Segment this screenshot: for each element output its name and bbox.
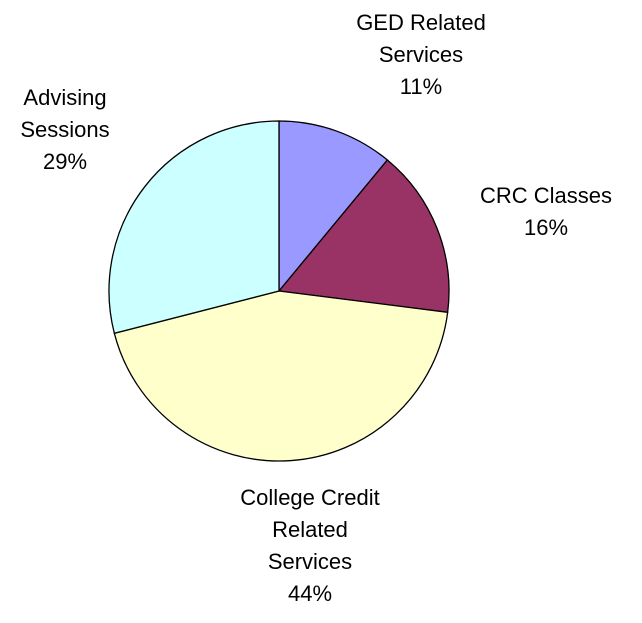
label-line: Advising bbox=[23, 85, 106, 110]
label-line: College Credit bbox=[240, 485, 379, 510]
label-line: CRC Classes bbox=[480, 183, 612, 208]
slice-value-label: 29% bbox=[43, 149, 87, 174]
slice-value-label: 16% bbox=[524, 215, 568, 240]
pie-slice bbox=[108, 120, 280, 335]
label-line: Services bbox=[379, 42, 463, 67]
label-line: Services bbox=[268, 549, 352, 574]
slice-value-label: 11% bbox=[400, 74, 442, 99]
label-line: Related bbox=[272, 517, 348, 542]
pie-slice bbox=[278, 120, 389, 293]
slice-value-label: 44% bbox=[288, 581, 332, 606]
label-line: GED Related bbox=[356, 10, 486, 35]
label-line: Sessions bbox=[20, 117, 109, 142]
slice-label: Advising Sessions bbox=[20, 85, 109, 142]
pie-slice bbox=[113, 290, 449, 462]
slice-label: CRC Classes bbox=[480, 183, 612, 208]
slice-label: GED Related Services bbox=[356, 10, 486, 67]
slice-label: College Credit Related Services bbox=[240, 485, 379, 574]
pie-slice bbox=[277, 159, 450, 314]
